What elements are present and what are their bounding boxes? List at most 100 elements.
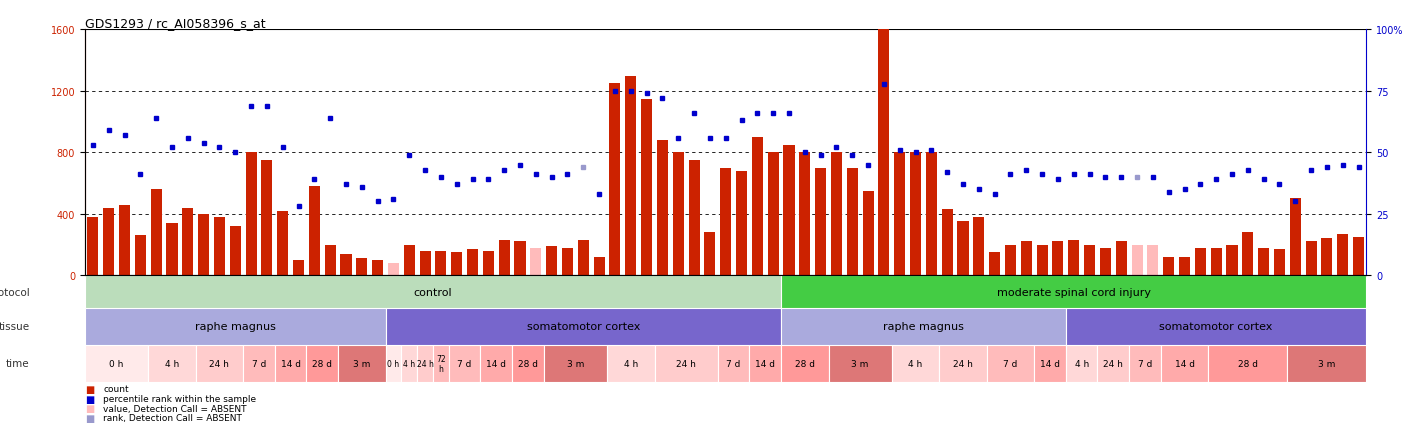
Bar <box>1163 257 1174 276</box>
Bar <box>275 345 306 382</box>
Bar <box>229 227 241 276</box>
Text: value, Detection Call = ABSENT: value, Detection Call = ABSENT <box>103 404 246 413</box>
Bar <box>435 251 446 276</box>
Bar <box>167 224 177 276</box>
Text: ■: ■ <box>85 413 95 423</box>
Bar <box>688 161 700 276</box>
Bar <box>1354 237 1364 276</box>
Bar <box>385 345 401 382</box>
Bar <box>641 99 653 276</box>
Bar <box>293 260 304 276</box>
Bar <box>449 345 480 382</box>
Bar <box>85 308 385 345</box>
Text: control: control <box>413 287 452 297</box>
Bar <box>467 250 479 276</box>
Bar <box>926 153 937 276</box>
Bar <box>278 211 289 276</box>
Text: 24 h: 24 h <box>1103 359 1123 368</box>
Text: ■: ■ <box>85 403 95 413</box>
Bar <box>514 242 525 276</box>
Bar <box>782 308 1066 345</box>
Text: 7 d: 7 d <box>726 359 741 368</box>
Bar <box>893 153 905 276</box>
Bar <box>1037 245 1048 276</box>
Bar <box>544 345 607 382</box>
Bar <box>704 233 715 276</box>
Bar <box>306 345 338 382</box>
Bar <box>718 345 749 382</box>
Bar <box>401 345 418 382</box>
Text: protocol: protocol <box>0 287 30 297</box>
Bar <box>214 217 225 276</box>
Bar <box>721 168 731 276</box>
Bar <box>626 76 636 276</box>
Bar <box>847 168 858 276</box>
Bar <box>547 247 558 276</box>
Bar <box>1005 245 1017 276</box>
Bar <box>195 345 244 382</box>
Bar <box>736 171 748 276</box>
Bar <box>1180 257 1189 276</box>
Bar <box>878 30 889 276</box>
Text: 14 d: 14 d <box>1174 359 1195 368</box>
Text: 4 h: 4 h <box>164 359 178 368</box>
Bar <box>88 217 98 276</box>
Bar <box>767 153 779 276</box>
Bar <box>1100 248 1112 276</box>
Text: 7 d: 7 d <box>1004 359 1018 368</box>
Bar <box>939 345 987 382</box>
Bar <box>480 345 513 382</box>
Bar <box>1068 240 1079 276</box>
Bar <box>816 168 826 276</box>
Text: 7 d: 7 d <box>1138 359 1153 368</box>
Bar <box>942 210 953 276</box>
Bar <box>149 345 195 382</box>
Bar <box>1161 345 1208 382</box>
Bar <box>1052 242 1063 276</box>
Bar <box>1274 250 1284 276</box>
Bar <box>578 240 589 276</box>
Bar <box>799 153 810 276</box>
Bar <box>103 208 115 276</box>
Text: 3 m: 3 m <box>1318 359 1335 368</box>
Text: ■: ■ <box>85 384 95 394</box>
Bar <box>244 345 275 382</box>
Bar <box>513 345 544 382</box>
Bar <box>135 236 146 276</box>
Bar <box>372 260 384 276</box>
Bar <box>338 345 385 382</box>
Text: 3 m: 3 m <box>851 359 869 368</box>
Bar <box>357 259 367 276</box>
Text: 14 d: 14 d <box>755 359 775 368</box>
Bar <box>85 276 782 308</box>
Bar <box>119 205 130 276</box>
Bar <box>831 153 843 276</box>
Text: 3 m: 3 m <box>353 359 371 368</box>
Text: raphe magnus: raphe magnus <box>884 322 964 332</box>
Bar <box>1195 248 1206 276</box>
Bar <box>85 345 149 382</box>
Bar <box>593 257 605 276</box>
Text: GDS1293 / rc_AI058396_s_at: GDS1293 / rc_AI058396_s_at <box>85 17 266 30</box>
Text: rank, Detection Call = ABSENT: rank, Detection Call = ABSENT <box>103 413 242 422</box>
Bar <box>987 345 1034 382</box>
Bar <box>483 251 494 276</box>
Bar <box>609 84 620 276</box>
Bar <box>404 245 415 276</box>
Bar <box>309 187 320 276</box>
Text: time: time <box>6 358 30 368</box>
Bar <box>749 345 782 382</box>
Text: 4 h: 4 h <box>909 359 923 368</box>
Bar <box>385 308 782 345</box>
Bar <box>1257 248 1269 276</box>
Bar <box>783 145 794 276</box>
Text: percentile rank within the sample: percentile rank within the sample <box>103 394 256 403</box>
Bar <box>1034 345 1066 382</box>
Bar <box>1129 345 1161 382</box>
Text: 28 d: 28 d <box>794 359 814 368</box>
Bar <box>418 345 433 382</box>
Text: 14 d: 14 d <box>280 359 300 368</box>
Text: somatomotor cortex: somatomotor cortex <box>1160 322 1273 332</box>
Text: 24 h: 24 h <box>416 359 433 368</box>
Bar <box>262 161 272 276</box>
